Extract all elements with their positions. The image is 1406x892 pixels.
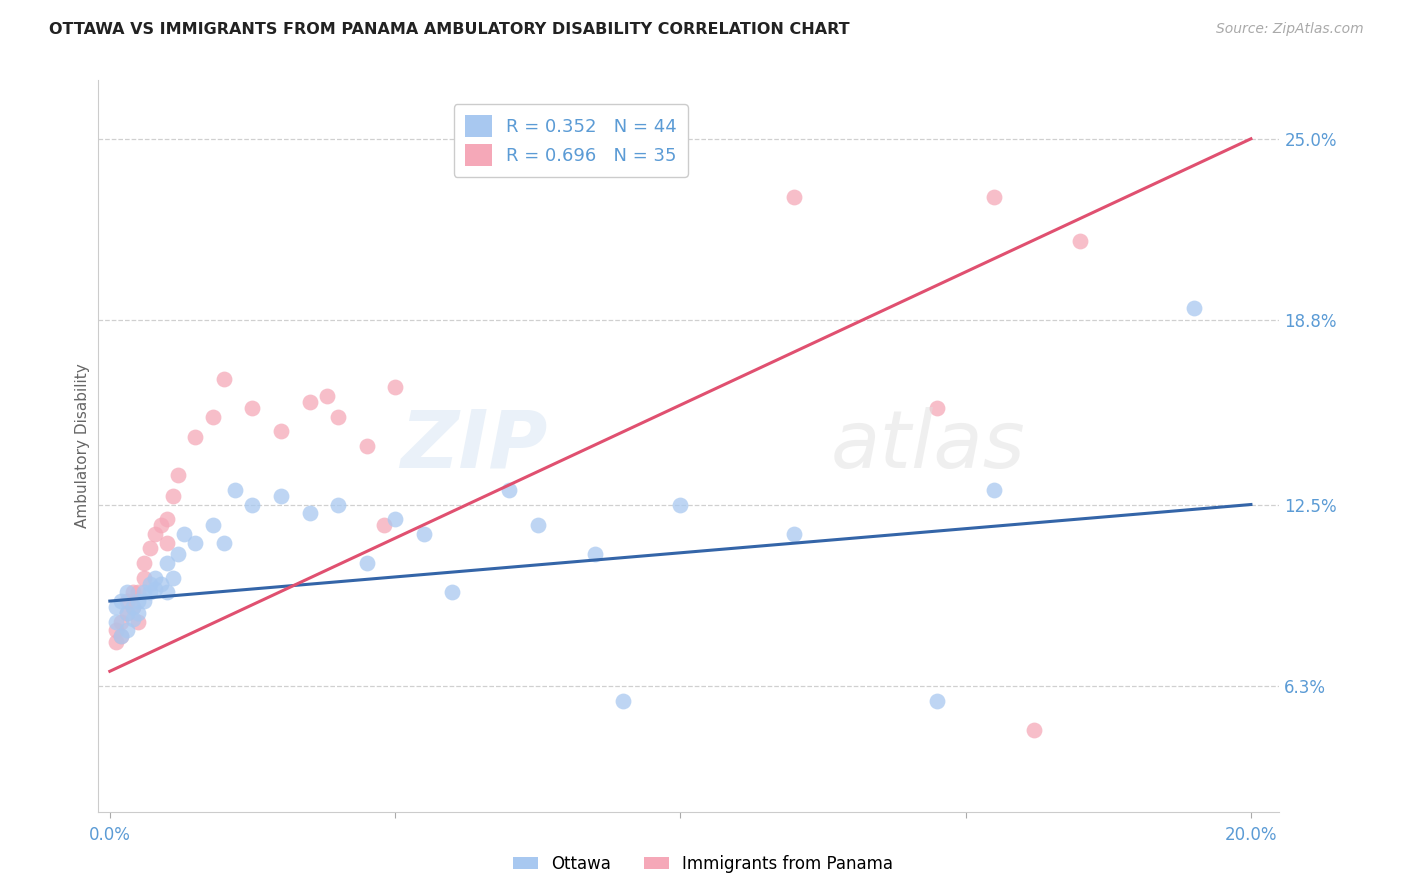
Point xyxy=(132,571,155,585)
Point xyxy=(927,693,949,707)
Point xyxy=(150,518,173,533)
Point xyxy=(139,576,162,591)
Point xyxy=(132,594,155,608)
Point xyxy=(167,468,190,483)
Point xyxy=(242,498,264,512)
Point xyxy=(110,629,132,643)
Y-axis label: Ambulatory Disability: Ambulatory Disability xyxy=(75,364,90,528)
Point xyxy=(132,585,155,599)
Point xyxy=(441,585,464,599)
Point xyxy=(184,430,207,444)
Point xyxy=(498,483,520,497)
Point xyxy=(127,594,149,608)
Point xyxy=(110,594,132,608)
Point xyxy=(115,624,138,638)
Point xyxy=(121,599,143,614)
Text: OTTAWA VS IMMIGRANTS FROM PANAMA AMBULATORY DISABILITY CORRELATION CHART: OTTAWA VS IMMIGRANTS FROM PANAMA AMBULAT… xyxy=(49,22,849,37)
Point xyxy=(115,585,138,599)
Point xyxy=(298,506,321,520)
Point xyxy=(156,535,179,549)
Point xyxy=(612,693,634,707)
Point xyxy=(104,615,127,629)
Point xyxy=(326,409,349,424)
Point xyxy=(983,190,1005,204)
Point xyxy=(315,389,337,403)
Point xyxy=(110,615,132,629)
Point xyxy=(162,489,184,503)
Point xyxy=(145,571,167,585)
Legend: Ottawa, Immigrants from Panama: Ottawa, Immigrants from Panama xyxy=(506,848,900,880)
Point xyxy=(669,498,692,512)
Point xyxy=(270,425,292,439)
Point xyxy=(356,439,378,453)
Point xyxy=(412,526,434,541)
Point xyxy=(132,556,155,570)
Point xyxy=(127,585,149,599)
Point xyxy=(583,547,606,561)
Point xyxy=(1069,234,1091,248)
Point xyxy=(373,518,395,533)
Text: ZIP: ZIP xyxy=(399,407,547,485)
Point xyxy=(224,483,246,497)
Point xyxy=(110,629,132,643)
Point xyxy=(201,409,224,424)
Point xyxy=(526,518,548,533)
Point xyxy=(121,612,143,626)
Point xyxy=(298,395,321,409)
Point xyxy=(104,635,127,649)
Point xyxy=(104,599,127,614)
Point xyxy=(156,556,179,570)
Point xyxy=(212,372,235,386)
Point xyxy=(162,571,184,585)
Point xyxy=(115,606,138,620)
Point xyxy=(145,526,167,541)
Point xyxy=(156,512,179,526)
Point xyxy=(150,576,173,591)
Legend: R = 0.352   N = 44, R = 0.696   N = 35: R = 0.352 N = 44, R = 0.696 N = 35 xyxy=(454,104,688,177)
Point xyxy=(184,535,207,549)
Point xyxy=(145,582,167,597)
Text: Source: ZipAtlas.com: Source: ZipAtlas.com xyxy=(1216,22,1364,37)
Point xyxy=(156,585,179,599)
Point xyxy=(212,535,235,549)
Point xyxy=(127,615,149,629)
Point xyxy=(167,547,190,561)
Point xyxy=(783,190,806,204)
Point xyxy=(173,526,195,541)
Point xyxy=(121,585,143,599)
Point xyxy=(115,606,138,620)
Point xyxy=(121,599,143,614)
Point xyxy=(127,606,149,620)
Point xyxy=(783,526,806,541)
Point xyxy=(104,624,127,638)
Point xyxy=(115,594,138,608)
Point xyxy=(139,541,162,556)
Point xyxy=(201,518,224,533)
Text: atlas: atlas xyxy=(831,407,1025,485)
Point xyxy=(983,483,1005,497)
Point xyxy=(326,498,349,512)
Point xyxy=(1024,723,1046,737)
Point xyxy=(356,556,378,570)
Point xyxy=(270,489,292,503)
Point xyxy=(242,401,264,415)
Point xyxy=(1182,301,1205,316)
Point xyxy=(384,512,406,526)
Point xyxy=(139,585,162,599)
Point xyxy=(384,380,406,394)
Point xyxy=(927,401,949,415)
